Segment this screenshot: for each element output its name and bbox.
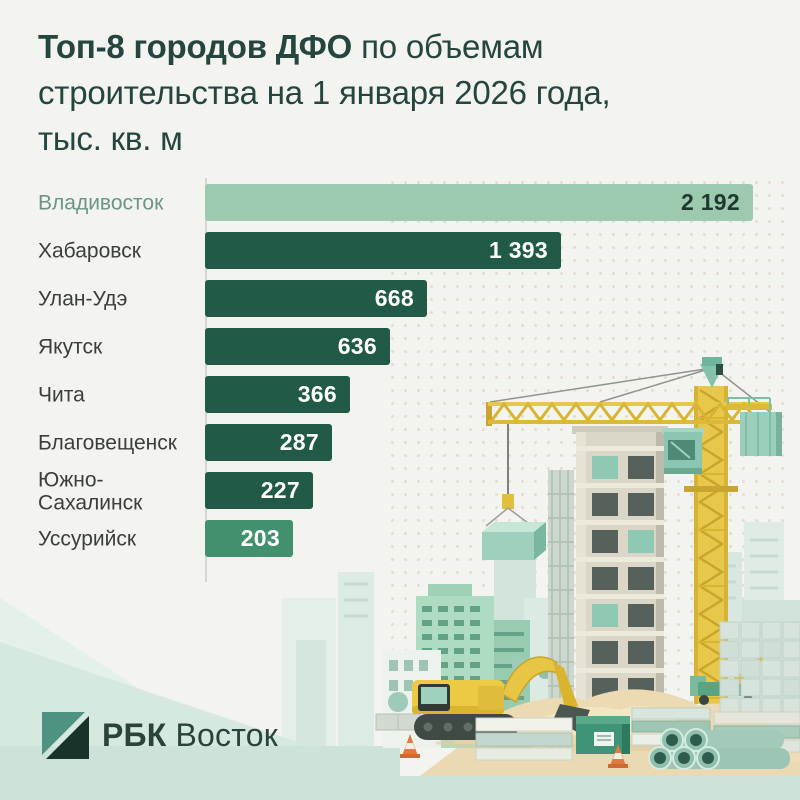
bar-row: Благовещенск 287 xyxy=(38,420,762,468)
bar: 287 xyxy=(205,424,332,461)
bar-value: 203 xyxy=(240,525,280,551)
logo-text: РБК Восток xyxy=(102,717,278,754)
bar-label: Благовещенск xyxy=(38,431,177,455)
page-title: Топ-8 городов ДФО по объемам строительст… xyxy=(38,24,758,162)
bar-value: 668 xyxy=(374,285,414,311)
bar-label: Уссурийск xyxy=(38,527,137,551)
bar: 2 192 xyxy=(205,184,753,221)
bar: 203 xyxy=(205,520,293,557)
bar-row: Хабаровск 1 393 xyxy=(38,228,762,276)
bar-row: Улан-Удэ 668 xyxy=(38,276,762,324)
bar-row: Владивосток 2 192 xyxy=(38,180,762,228)
bar-value: 287 xyxy=(279,429,319,455)
bar-value: 366 xyxy=(297,381,337,407)
title-rest-part: по объемам xyxy=(352,28,544,65)
bar-label: Южно- Сахалинск xyxy=(38,468,143,514)
traffic-cones xyxy=(400,734,628,768)
title-line-2: строительства на 1 января 2026 года, xyxy=(38,74,611,111)
bar: 668 xyxy=(205,280,427,317)
title-bold-part: Топ-8 городов ДФО xyxy=(38,28,353,65)
bar-label: Хабаровск xyxy=(38,239,141,263)
bar: 366 xyxy=(205,376,350,413)
title-line-1: Топ-8 городов ДФО по объемам xyxy=(38,24,758,70)
bar: 1 393 xyxy=(205,232,561,269)
rbc-logo-icon xyxy=(42,712,89,759)
logo-brand: РБК xyxy=(102,717,167,753)
bar-value: 2 192 xyxy=(680,189,740,215)
rbc-vostok-logo: РБК Восток xyxy=(42,712,278,759)
bar-value: 227 xyxy=(260,477,300,503)
title-line-3: тыс. кв. м xyxy=(38,120,183,157)
bar-row: Чита 366 xyxy=(38,372,762,420)
bar-row: Южно- Сахалинск 227 xyxy=(38,468,762,516)
bar-label: Владивосток xyxy=(38,191,164,215)
bar-label: Чита xyxy=(38,383,85,407)
bar-row: Уссурийск 203 xyxy=(38,516,762,564)
bar: 227 xyxy=(205,472,313,509)
bar-chart: Владивосток 2 192 Хабаровск 1 393 Улан-Удэ 66… xyxy=(38,178,762,582)
bar-label: Улан-Удэ xyxy=(38,287,128,311)
bar-value: 1 393 xyxy=(488,237,548,263)
bar-row: Якутск 636 xyxy=(38,324,762,372)
bar: 636 xyxy=(205,328,390,365)
bar-label: Якутск xyxy=(38,335,103,359)
bar-value: 636 xyxy=(337,333,377,359)
logo-region: Восток xyxy=(175,717,278,753)
